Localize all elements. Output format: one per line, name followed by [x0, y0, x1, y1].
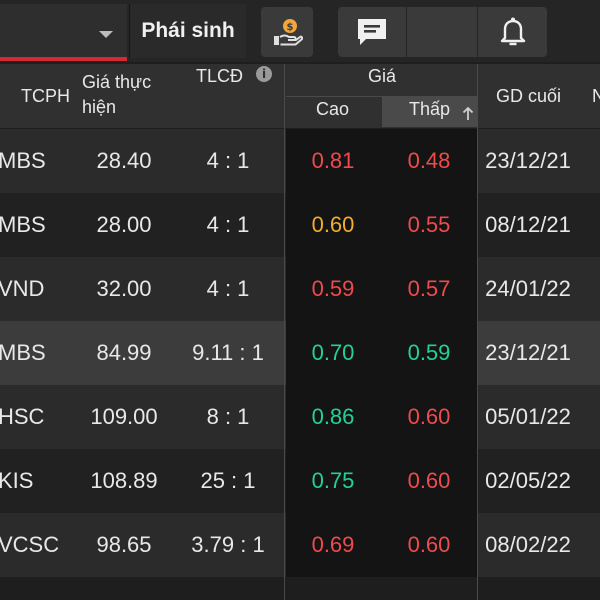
price-column-bg	[286, 257, 477, 321]
conversion-ratio-cell: 9.11 : 1	[192, 340, 264, 365]
table-row[interactable]: MBS 28.40 4 : 1 0.81 0.48 23/12/21	[0, 129, 600, 193]
price-column-bg	[286, 513, 477, 577]
money-hand-icon: $	[274, 19, 303, 46]
column-divider	[284, 64, 285, 600]
issuer-cell: MBS	[0, 340, 46, 365]
price-column-bg	[286, 193, 477, 257]
price-column-bg	[286, 449, 477, 513]
low-price-cell: 0.60	[407, 404, 451, 429]
header-tlcd[interactable]: TLCĐ	[196, 66, 244, 86]
header-next-cut: N	[592, 86, 600, 106]
notification-button[interactable]	[478, 7, 547, 57]
issuer-cell: KIS	[0, 468, 34, 493]
table-row[interactable]: MBS 28.00 4 : 1 0.60 0.55 08/12/21	[0, 193, 600, 257]
low-price-cell: 0.57	[407, 276, 451, 301]
strike-price-cell: 32.00	[96, 276, 152, 301]
last-trade-date-cell: 23/12/21	[485, 148, 571, 173]
table-row[interactable]: HSC 109.00 8 : 1 0.86 0.60 05/01/22	[0, 385, 600, 449]
info-icon[interactable]: i	[256, 66, 272, 82]
high-price-cell: 0.59	[311, 276, 355, 301]
low-price-cell: 0.60	[407, 468, 451, 493]
high-price-cell: 0.60	[311, 212, 355, 237]
money-hand-button[interactable]: $	[261, 7, 313, 57]
conversion-ratio-cell: 4 : 1	[206, 212, 250, 237]
high-price-cell: 0.70	[311, 340, 355, 365]
active-tab-indicator	[0, 57, 127, 61]
sort-highlight	[382, 96, 477, 127]
tab-phai-sinh[interactable]: Phái sinh	[129, 4, 246, 58]
issuer-cell: MBS	[0, 212, 46, 237]
last-trade-date-cell: 08/02/22	[485, 532, 571, 557]
issuer-cell: VND	[0, 276, 45, 301]
issuer-cell: HSC	[0, 404, 45, 429]
issuer-cell: MBS	[0, 148, 46, 173]
conversion-ratio-cell: 8 : 1	[206, 404, 250, 429]
column-divider	[477, 64, 478, 600]
last-trade-date-cell: 02/05/22	[485, 468, 571, 493]
header-gd-cuoi[interactable]: GD cuối	[496, 86, 562, 106]
sort-ascending-icon	[462, 106, 474, 120]
strike-price-cell: 28.40	[96, 148, 152, 173]
header-gia-thuc-hien-line2: hiện	[82, 97, 117, 117]
high-price-cell: 0.69	[311, 532, 355, 557]
last-trade-date-cell: 23/12/21	[485, 340, 571, 365]
strike-price-cell: 84.99	[96, 340, 152, 365]
strike-price-cell: 109.00	[90, 404, 158, 429]
conversion-ratio-cell: 4 : 1	[206, 148, 250, 173]
low-price-cell: 0.60	[407, 532, 451, 557]
chat-icon	[358, 19, 386, 45]
svg-text:$: $	[287, 22, 294, 33]
header-cao[interactable]: Cao	[316, 99, 350, 119]
price-column-bg	[286, 385, 477, 449]
top-bar: Phái sinh $	[0, 0, 600, 62]
strike-price-cell: 28.00	[96, 212, 152, 237]
last-trade-date-cell: 05/01/22	[485, 404, 571, 429]
high-price-cell: 0.75	[311, 468, 355, 493]
table-row[interactable]: MBS 84.99 9.11 : 1 0.70 0.59 23/12/21	[0, 321, 600, 385]
header-tcph[interactable]: TCPH	[21, 86, 70, 106]
chevron-down-icon	[99, 31, 113, 38]
bell-icon	[500, 17, 525, 46]
chat-button[interactable]	[338, 7, 406, 57]
header-gia: Giá	[368, 66, 397, 86]
issuer-cell: VCSC	[0, 532, 60, 557]
table-row[interactable]: KIS 108.89 25 : 1 0.75 0.60 02/05/22	[0, 449, 600, 513]
blank-button[interactable]	[407, 7, 477, 57]
last-trade-date-cell: 08/12/21	[485, 212, 571, 237]
table-row[interactable]: VND 32.00 4 : 1 0.59 0.57 24/01/22	[0, 257, 600, 321]
market-select[interactable]	[0, 4, 127, 58]
low-price-cell: 0.48	[407, 148, 451, 173]
price-column-bg	[286, 129, 477, 193]
low-price-cell: 0.55	[407, 212, 451, 237]
header-divider	[286, 96, 477, 97]
header-thap[interactable]: Thấp	[409, 99, 451, 119]
low-price-cell: 0.59	[407, 340, 451, 365]
header-gia-thuc-hien-line1[interactable]: Giá thực	[82, 72, 152, 92]
high-price-cell: 0.86	[311, 404, 355, 429]
table-row[interactable]: VCSC 98.65 3.79 : 1 0.69 0.60 08/02/22	[0, 513, 600, 577]
conversion-ratio-cell: 25 : 1	[200, 468, 256, 493]
high-price-cell: 0.81	[311, 148, 355, 173]
conversion-ratio-cell: 4 : 1	[206, 276, 250, 301]
last-trade-date-cell: 24/01/22	[485, 276, 571, 301]
conversion-ratio-cell: 3.79 : 1	[191, 532, 265, 557]
strike-price-cell: 108.89	[90, 468, 158, 493]
price-column-bg	[286, 321, 477, 385]
strike-price-cell: 98.65	[96, 532, 152, 557]
